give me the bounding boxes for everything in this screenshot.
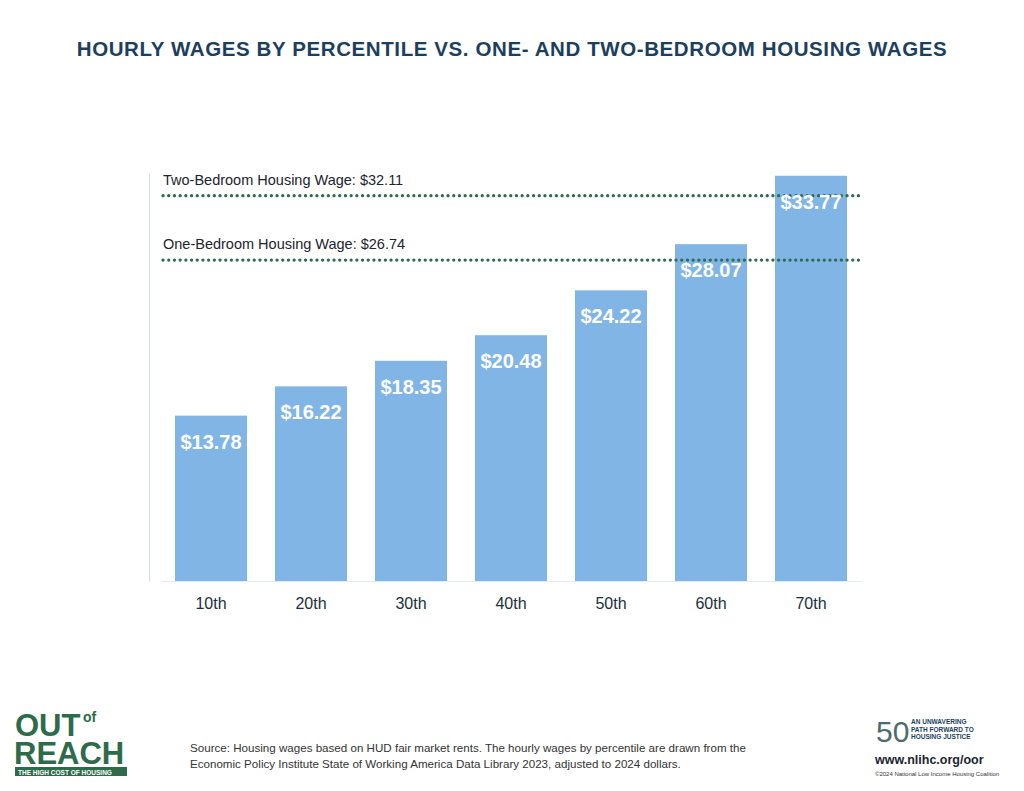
badge-text: AN UNWAVERING	[911, 718, 967, 725]
data-label: $18.35	[380, 376, 441, 398]
x-axis: 10th 20th 30th 40th 50th 60th 70th	[162, 581, 862, 612]
x-tick-label: 20th	[295, 595, 326, 612]
x-tick: 20th	[295, 581, 326, 612]
source: Economic Policy Institute State of Worki…	[190, 757, 681, 770]
bar	[375, 361, 447, 581]
x-tick: 40th	[495, 581, 526, 612]
reference-label: Two-Bedroom Housing Wage: $32.11	[163, 172, 403, 188]
bar	[475, 335, 547, 581]
bar	[275, 386, 347, 581]
x-tick-label: 30th	[395, 595, 426, 612]
badge: 50	[876, 715, 909, 748]
x-tick-label: 10th	[195, 595, 226, 612]
badge-text: HOUSING JUSTICE	[911, 733, 971, 740]
data-label: $24.22	[580, 305, 641, 327]
bar	[675, 244, 747, 581]
reference-line	[163, 194, 863, 197]
logo-text: REACH	[14, 736, 124, 771]
source: Source: Housing wages based on HUD fair …	[190, 741, 746, 754]
reference-line	[163, 259, 863, 262]
title: HOURLY WAGES BY PERCENTILE VS. ONE- AND …	[77, 37, 947, 60]
data-label: $28.07	[680, 259, 741, 281]
data-label: $13.78	[180, 431, 241, 453]
bar	[575, 290, 647, 581]
bar	[775, 176, 847, 581]
data-label: $33.77	[780, 191, 841, 213]
logo-banner	[15, 767, 127, 776]
bar	[175, 416, 247, 581]
x-tick: 70th	[795, 581, 826, 612]
data-label: $16.22	[280, 401, 341, 423]
x-tick-label: 50th	[595, 595, 626, 612]
background	[0, 0, 1024, 791]
x-tick: 10th	[195, 581, 226, 612]
data-label: $20.48	[480, 350, 541, 372]
x-axis-line	[162, 581, 862, 582]
y-axis	[149, 174, 150, 582]
url: www.nlihc.org/oor	[874, 753, 984, 767]
plot-area	[163, 176, 863, 581]
copyright: ©2024 National Low Income Housing Coalit…	[875, 771, 999, 777]
x-tick-label: 70th	[795, 595, 826, 612]
x-tick: 60th	[695, 581, 726, 612]
reference-label: One-Bedroom Housing Wage: $26.74	[163, 236, 405, 252]
logo-tagline: THE HIGH COST OF HOUSING	[18, 769, 112, 776]
y-axis-line	[149, 174, 150, 582]
badge-text: PATH FORWARD TO	[911, 726, 974, 733]
x-tick: 30th	[395, 581, 426, 612]
logo-text: of	[83, 709, 97, 725]
chart: HOURLY WAGES BY PERCENTILE VS. ONE- AND …	[0, 0, 1024, 791]
x-tick: 50th	[595, 581, 626, 612]
x-tick-label: 40th	[495, 595, 526, 612]
x-tick-label: 60th	[695, 595, 726, 612]
